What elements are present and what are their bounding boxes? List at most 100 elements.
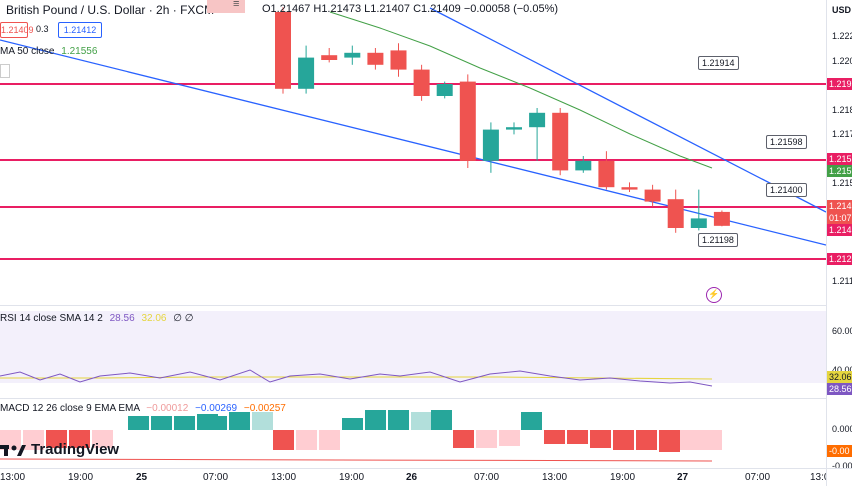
rsi-tick-label: 60.00 (832, 326, 852, 336)
spread-value: 0.3 (36, 24, 49, 34)
annotation-level-3[interactable]: 1.21400 (766, 183, 807, 197)
pane-separator[interactable] (0, 305, 826, 306)
price-tag: 1.215 (827, 153, 852, 165)
macd-bar (659, 430, 680, 452)
macd-bar (365, 410, 386, 430)
rsi-tick-label: 40.00 (832, 365, 852, 375)
macd-bar (476, 430, 497, 448)
collapse-tab[interactable]: ≡ (207, 0, 245, 13)
price-tick-label: 1.215 (832, 178, 852, 188)
annotation-level-1[interactable]: 1.21914 (698, 56, 739, 70)
rsi-value: 28.56 (109, 313, 135, 324)
ma-legend: MA 50 close 1.21556 (0, 46, 97, 57)
rsi-sma-line (0, 376, 713, 380)
rsi-legend: RSI 14 close SMA 14 2 28.56 32.06 ∅ ∅ (0, 313, 193, 324)
price-tick-label: 1.217 (832, 129, 852, 139)
axis-corner (826, 468, 852, 486)
sell-button[interactable]: 1.21409 (0, 22, 34, 38)
price-tag: 1.214 (827, 224, 852, 236)
rsi-label: RSI 14 close SMA 14 2 (0, 313, 103, 324)
symbol-title: British Pound / U.S. Dollar · 2h · FXCM (6, 3, 215, 17)
macd-bar (174, 416, 195, 430)
macd-signal-value: −0.00257 (243, 403, 286, 414)
candlestick-chart[interactable] (0, 0, 826, 468)
macd-bar (151, 416, 172, 430)
macd-histogram (0, 410, 722, 452)
candle-body (690, 218, 707, 228)
macd-bar (92, 430, 113, 448)
tradingview-logo[interactable]: TradingView (0, 441, 119, 458)
time-label: 07:00 (474, 472, 500, 483)
time-label: 19:00 (68, 472, 94, 483)
candle-body (321, 55, 338, 60)
macd-bar (567, 430, 588, 444)
tradingview-logo-icon (0, 444, 26, 456)
candle-body (506, 127, 522, 130)
macd-bar (544, 430, 565, 444)
macd-bar (499, 430, 520, 446)
macd-bar (701, 430, 722, 450)
pane-separator[interactable] (0, 398, 826, 399)
annotation-level-4[interactable]: 1.21198 (698, 233, 738, 247)
time-label: 07:00 (203, 472, 229, 483)
macd-bar (521, 412, 542, 430)
rsi-tag: 32.06 (827, 371, 852, 383)
candle-body (598, 160, 615, 188)
trend-line-upper (429, 7, 826, 213)
candle-body (621, 187, 638, 190)
buy-button[interactable]: 1.21412 (58, 22, 102, 38)
trend-line-lower (0, 39, 826, 246)
macd-bar (46, 430, 67, 448)
currency-label: USD (832, 5, 852, 15)
candle-body (529, 112, 546, 128)
price-tag: 1.212 (827, 253, 852, 265)
candle-body (298, 57, 315, 89)
candle-body (552, 112, 569, 171)
menu-icon[interactable]: ≡ (233, 0, 240, 10)
macd-bar (296, 430, 317, 450)
candle-body (367, 52, 384, 65)
candle-body (436, 84, 453, 96)
candle-body (275, 12, 291, 89)
time-label: 19:00 (610, 472, 636, 483)
macd-bar (342, 418, 363, 430)
candle-body (713, 211, 730, 226)
price-tick-label: 1.211 (832, 276, 852, 286)
time-axis[interactable]: 13:00 19:00 25 07:00 13:00 19:00 26 07:00 13:00 1… (0, 468, 830, 486)
macd-hist-value: −0.00012 (146, 403, 189, 414)
macd-bar (411, 412, 432, 430)
time-label: 13:00 (271, 472, 297, 483)
annotation-level-2[interactable]: 1.21598 (766, 135, 807, 149)
ma-50-line (329, 11, 713, 169)
macd-bar (229, 412, 250, 430)
candles-group (275, 7, 730, 233)
collapse-legend-button[interactable] (0, 64, 10, 78)
time-label: 27 (677, 472, 689, 483)
time-label: 19:00 (339, 472, 365, 483)
macd-bar (388, 410, 409, 430)
macd-bar (636, 430, 657, 450)
rsi-tag: 28.56 (827, 383, 852, 395)
time-label: 25 (136, 472, 148, 483)
candle-body (575, 160, 592, 171)
macd-value: −0.00269 (195, 403, 238, 414)
price-tag: 1.214 (827, 200, 852, 212)
candle-body (413, 69, 430, 96)
time-label: 13:0 (810, 472, 830, 483)
macd-bar (431, 410, 452, 430)
macd-bar (206, 416, 227, 430)
price-tag: 1.219 (827, 78, 852, 90)
time-label: 13:00 (0, 472, 26, 483)
lightning-icon[interactable]: ⚡ (706, 287, 722, 303)
logo-text: TradingView (31, 441, 120, 458)
price-tick-label: 1.218 (832, 105, 852, 115)
macd-bar (680, 430, 701, 450)
macd-bar (252, 412, 273, 430)
price-tag: 1.215 (827, 165, 852, 177)
rsi-sma-value: 32.06 (141, 313, 167, 324)
candle-body (644, 189, 661, 202)
macd-label: MACD 12 26 close 9 EMA EMA (0, 403, 140, 414)
price-axis[interactable]: USD 1.222 1.220 1.218 1.217 1.215 1.212 1.211 6… (826, 0, 852, 468)
chart-area[interactable]: British Pound / U.S. Dollar · 2h · FXCM … (0, 0, 826, 468)
price-tick-label: 1.222 (832, 31, 852, 41)
